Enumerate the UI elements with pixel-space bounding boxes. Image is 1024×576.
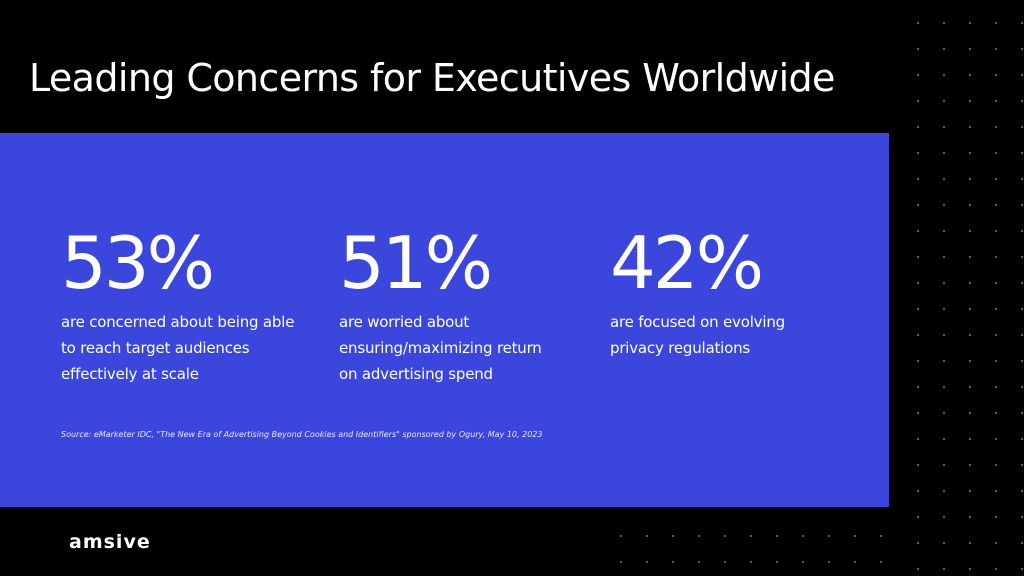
stat-description: are concerned about being able to reach … [61,313,295,383]
stat-value: 42% [610,221,764,305]
stat-block-3: 42% are focused on evolving privacy regu… [610,225,810,361]
dot-grid-decoration-bottom [600,515,895,576]
slide-title: Leading Concerns for Executives Worldwid… [29,56,835,100]
stat-description: are focused on evolving privacy regulati… [610,313,785,357]
stat-block-1: 53% are concerned about being able to re… [61,225,301,387]
source-citation: Source: eMarketer IDC, "The New Era of A… [61,430,543,439]
amsive-logo: amsive [69,531,151,553]
dot-grid-decoration [895,0,1024,576]
stat-block-2: 51% are worried about ensuring/maximizin… [339,225,564,387]
stats-panel: 53% are concerned about being able to re… [0,133,889,507]
stat-value: 51% [339,221,493,305]
stat-description: are worried about ensuring/maximizing re… [339,313,542,383]
stat-value: 53% [61,221,215,305]
